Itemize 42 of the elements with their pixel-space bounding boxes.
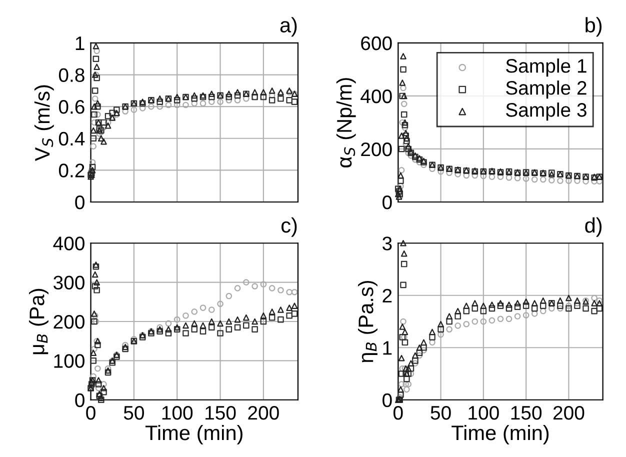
x-tick-label: 150 [511, 406, 542, 420]
y-tick-label: 1 [383, 341, 392, 355]
y-tick-label: 200 [54, 314, 84, 329]
x-tick-label: 150 [206, 406, 236, 420]
legend-label: Sample 2 [506, 80, 586, 99]
y-tick-label: 3 [382, 236, 392, 250]
x-tick-label: 200 [248, 406, 279, 420]
x-tick-label: 100 [162, 406, 193, 420]
x-tick-label: 0 [393, 406, 403, 420]
text: d) [585, 217, 602, 237]
y-tick-label: 0.4 [58, 132, 85, 146]
y-tick-label: 0 [75, 195, 84, 210]
x-tick-label: 100 [468, 406, 499, 420]
y-tick-label: 2 [382, 288, 392, 302]
y-tick-label: 0 [75, 393, 84, 408]
y-axis-title: V$_{S}$ (m/s) [34, 85, 54, 162]
y-tick-label: 600 [361, 36, 392, 50]
y-tick-label: 0 [382, 195, 392, 210]
x-axis-title: Time (min) [452, 424, 549, 444]
text: c) [282, 217, 297, 237]
y-axis-title: α$_{S}$ (Np/m) [336, 78, 356, 168]
x-tick-label: 0 [86, 406, 96, 420]
legend-label: Sample 3 [506, 102, 586, 121]
y-tick-label: 0 [382, 393, 392, 408]
y-tick-label: 400 [53, 236, 84, 250]
x-tick-label: 50 [124, 406, 144, 420]
text: a) [280, 17, 297, 37]
y-tick-label: 1 [76, 36, 84, 50]
y-tick-label: 100 [54, 354, 84, 368]
y-axis-title: η$_{B}$ (Pa.s) [358, 280, 378, 362]
legend-label: Sample 1 [506, 58, 586, 77]
y-tick-label: 0.2 [58, 164, 84, 178]
y-tick-label: 0.8 [58, 68, 84, 82]
x-axis-title: Time (min) [145, 424, 242, 444]
y-tick-label: 200 [361, 142, 392, 156]
y-tick-label: 300 [54, 276, 84, 290]
y-tick-label: 400 [360, 89, 392, 104]
x-tick-label: 50 [430, 406, 451, 420]
text: b) [586, 17, 602, 37]
y-tick-label: 0.6 [58, 100, 84, 114]
y-axis-title: μ$_{B}$ (Pa) [29, 288, 48, 354]
x-tick-label: 200 [553, 406, 584, 420]
